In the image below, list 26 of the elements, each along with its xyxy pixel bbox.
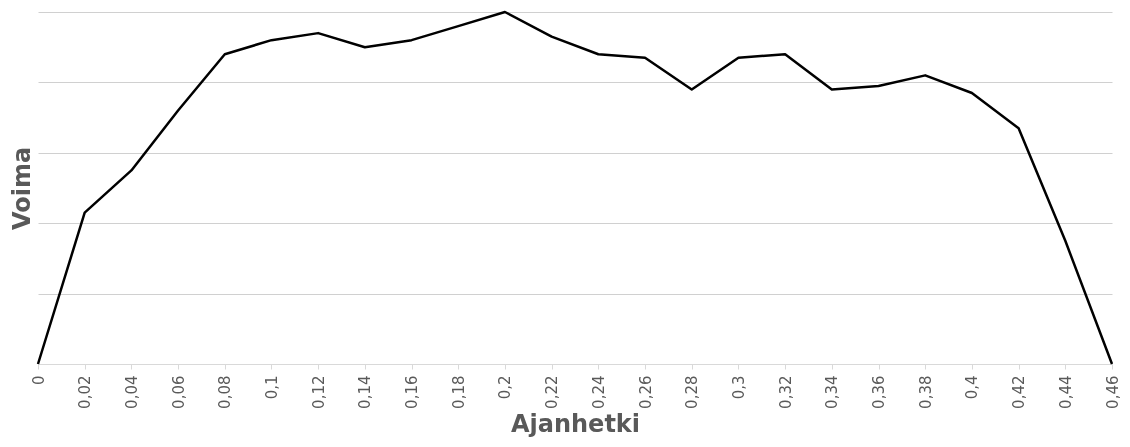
x-tick-label: 0,16 <box>403 375 422 409</box>
x-tick-label: 0,46 <box>1103 375 1122 409</box>
x-tick-label: 0,4 <box>963 375 982 400</box>
x-tick-label: 0,2 <box>496 375 515 400</box>
x-tick-label: 0,06 <box>169 375 188 409</box>
x-tick-label: 0,02 <box>76 375 95 409</box>
x-tick-label: 0,44 <box>1056 375 1075 409</box>
x-tick-label: 0,3 <box>729 375 748 400</box>
x-tick-label: 0,32 <box>776 375 795 409</box>
x-tick-label: 0,12 <box>309 375 328 409</box>
x-tick-label: 0,1 <box>262 375 281 400</box>
x-tick-label: 0,36 <box>870 375 889 409</box>
x-tick-label: 0,24 <box>589 375 608 409</box>
x-axis-title: Ajanhetki <box>510 409 641 438</box>
x-tick-label: 0,34 <box>823 375 842 409</box>
x-tick-label: 0 <box>29 375 48 386</box>
x-tick-label: 0,22 <box>543 375 562 409</box>
x-tick-label: 0,42 <box>1010 375 1029 409</box>
y-axis-title: Voima <box>7 146 36 231</box>
x-tick-label: 0,04 <box>122 375 141 409</box>
x-tick-label: 0,38 <box>916 375 935 409</box>
x-tick-label: 0,08 <box>216 375 235 409</box>
x-tick-label: 0,14 <box>356 375 375 409</box>
x-tick-label: 0,18 <box>449 375 468 409</box>
x-tick-label: 0,26 <box>636 375 655 409</box>
x-tick-label: 0,28 <box>683 375 702 409</box>
